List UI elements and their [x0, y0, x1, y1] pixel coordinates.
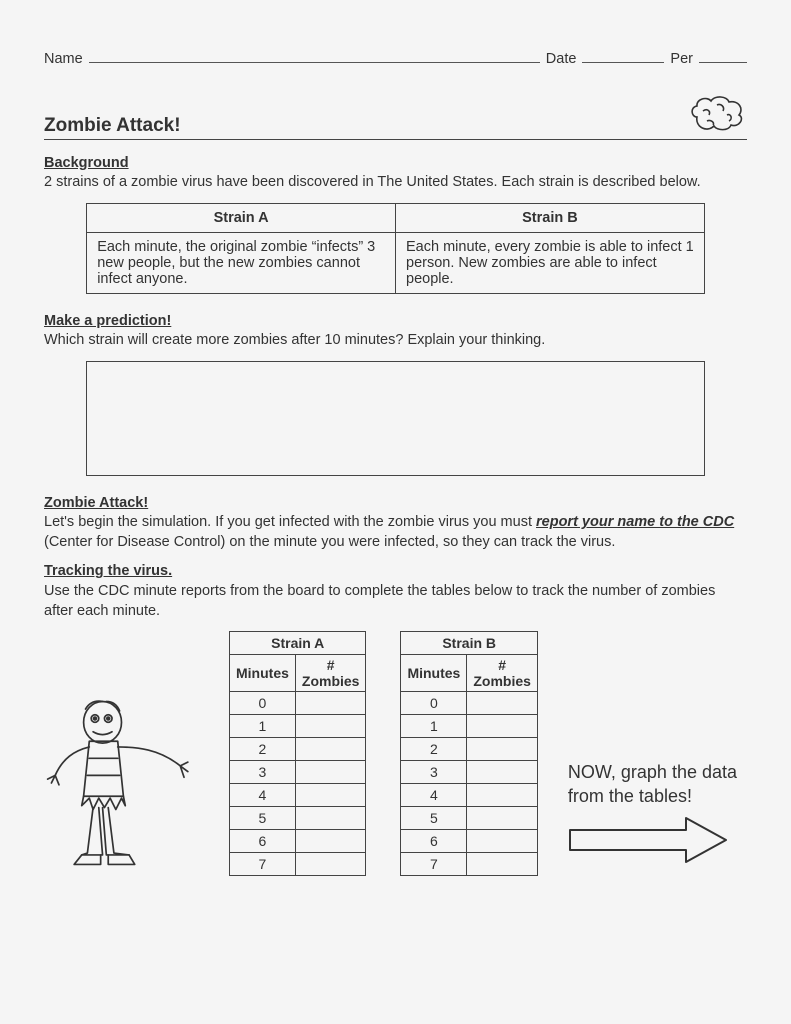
header-row: Name Date Per: [44, 48, 747, 67]
date-label: Date: [546, 51, 577, 67]
name-label: Name: [44, 51, 83, 67]
table-row: 0: [401, 692, 467, 715]
table-row: 2: [230, 738, 296, 761]
table-cell[interactable]: [295, 738, 366, 761]
background-heading: Background: [44, 155, 129, 171]
simulation-section: Zombie Attack! Let's begin the simulatio…: [44, 494, 747, 553]
table-cell[interactable]: [467, 692, 538, 715]
name-blank[interactable]: [89, 48, 540, 63]
graph-note: NOW, graph the data from the tables!: [568, 761, 747, 808]
table-cell[interactable]: [467, 784, 538, 807]
track-a-title: Strain A: [230, 632, 366, 655]
strain-a-track-table: Strain A Minutes # Zombies 0 1 2 3 4 5 6…: [229, 631, 366, 876]
strain-b-desc: Each minute, every zombie is able to inf…: [396, 232, 705, 293]
track-a-col1: Minutes: [230, 655, 296, 692]
background-section: Background 2 strains of a zombie virus h…: [44, 154, 747, 193]
table-cell[interactable]: [295, 692, 366, 715]
table-cell[interactable]: [467, 715, 538, 738]
strain-a-desc: Each minute, the original zombie “infect…: [87, 232, 396, 293]
track-b-col2: # Zombies: [467, 655, 538, 692]
prediction-heading: Make a prediction!: [44, 313, 171, 329]
table-row: 4: [401, 784, 467, 807]
strain-description-table: Strain A Strain B Each minute, the origi…: [86, 203, 705, 294]
table-row: 7: [230, 853, 296, 876]
table-cell[interactable]: [295, 807, 366, 830]
table-cell[interactable]: [295, 784, 366, 807]
simulation-heading: Zombie Attack!: [44, 495, 148, 511]
table-row: 6: [230, 830, 296, 853]
strain-b-track-table: Strain B Minutes # Zombies 0 1 2 3 4 5 6…: [400, 631, 537, 876]
table-cell[interactable]: [467, 738, 538, 761]
table-cell[interactable]: [295, 830, 366, 853]
tracking-section: Tracking the virus. Use the CDC minute r…: [44, 562, 747, 621]
strain-b-header: Strain B: [396, 203, 705, 232]
table-row: 6: [401, 830, 467, 853]
title-row: Zombie Attack!: [44, 93, 747, 140]
tracking-tables: Strain A Minutes # Zombies 0 1 2 3 4 5 6…: [229, 631, 538, 876]
table-cell[interactable]: [295, 853, 366, 876]
background-text: 2 strains of a zombie virus have been di…: [44, 174, 701, 190]
per-label: Per: [670, 51, 693, 67]
arrow-icon: [568, 814, 728, 866]
table-row: 3: [401, 761, 467, 784]
date-blank[interactable]: [582, 48, 664, 63]
simulation-emphasis: report your name to the CDC: [536, 514, 734, 530]
track-b-col1: Minutes: [401, 655, 467, 692]
table-row: 1: [401, 715, 467, 738]
tracking-text: Use the CDC minute reports from the boar…: [44, 583, 715, 619]
table-cell[interactable]: [467, 853, 538, 876]
table-row: 7: [401, 853, 467, 876]
table-row: 0: [230, 692, 296, 715]
strain-a-header: Strain A: [87, 203, 396, 232]
table-cell[interactable]: [295, 715, 366, 738]
table-cell[interactable]: [295, 761, 366, 784]
table-cell[interactable]: [467, 830, 538, 853]
simulation-text-post: (Center for Disease Control) on the minu…: [44, 534, 615, 550]
prediction-text: Which strain will create more zombies af…: [44, 332, 545, 348]
tracking-area: Strain A Minutes # Zombies 0 1 2 3 4 5 6…: [44, 631, 747, 876]
per-blank[interactable]: [699, 48, 747, 63]
table-row: 1: [230, 715, 296, 738]
prediction-answer-box[interactable]: [86, 361, 705, 476]
page-title: Zombie Attack!: [44, 115, 181, 137]
simulation-text-pre: Let's begin the simulation. If you get i…: [44, 514, 536, 530]
table-row: 5: [230, 807, 296, 830]
note-column: NOW, graph the data from the tables!: [568, 761, 747, 876]
prediction-section: Make a prediction! Which strain will cre…: [44, 312, 747, 351]
table-row: 3: [230, 761, 296, 784]
tracking-heading: Tracking the virus.: [44, 563, 172, 579]
brain-icon: [687, 93, 747, 137]
table-row: 4: [230, 784, 296, 807]
table-cell[interactable]: [467, 761, 538, 784]
table-cell[interactable]: [467, 807, 538, 830]
zombie-illustration: [44, 692, 199, 876]
table-row: 5: [401, 807, 467, 830]
track-b-title: Strain B: [401, 632, 537, 655]
table-row: 2: [401, 738, 467, 761]
track-a-col2: # Zombies: [295, 655, 366, 692]
